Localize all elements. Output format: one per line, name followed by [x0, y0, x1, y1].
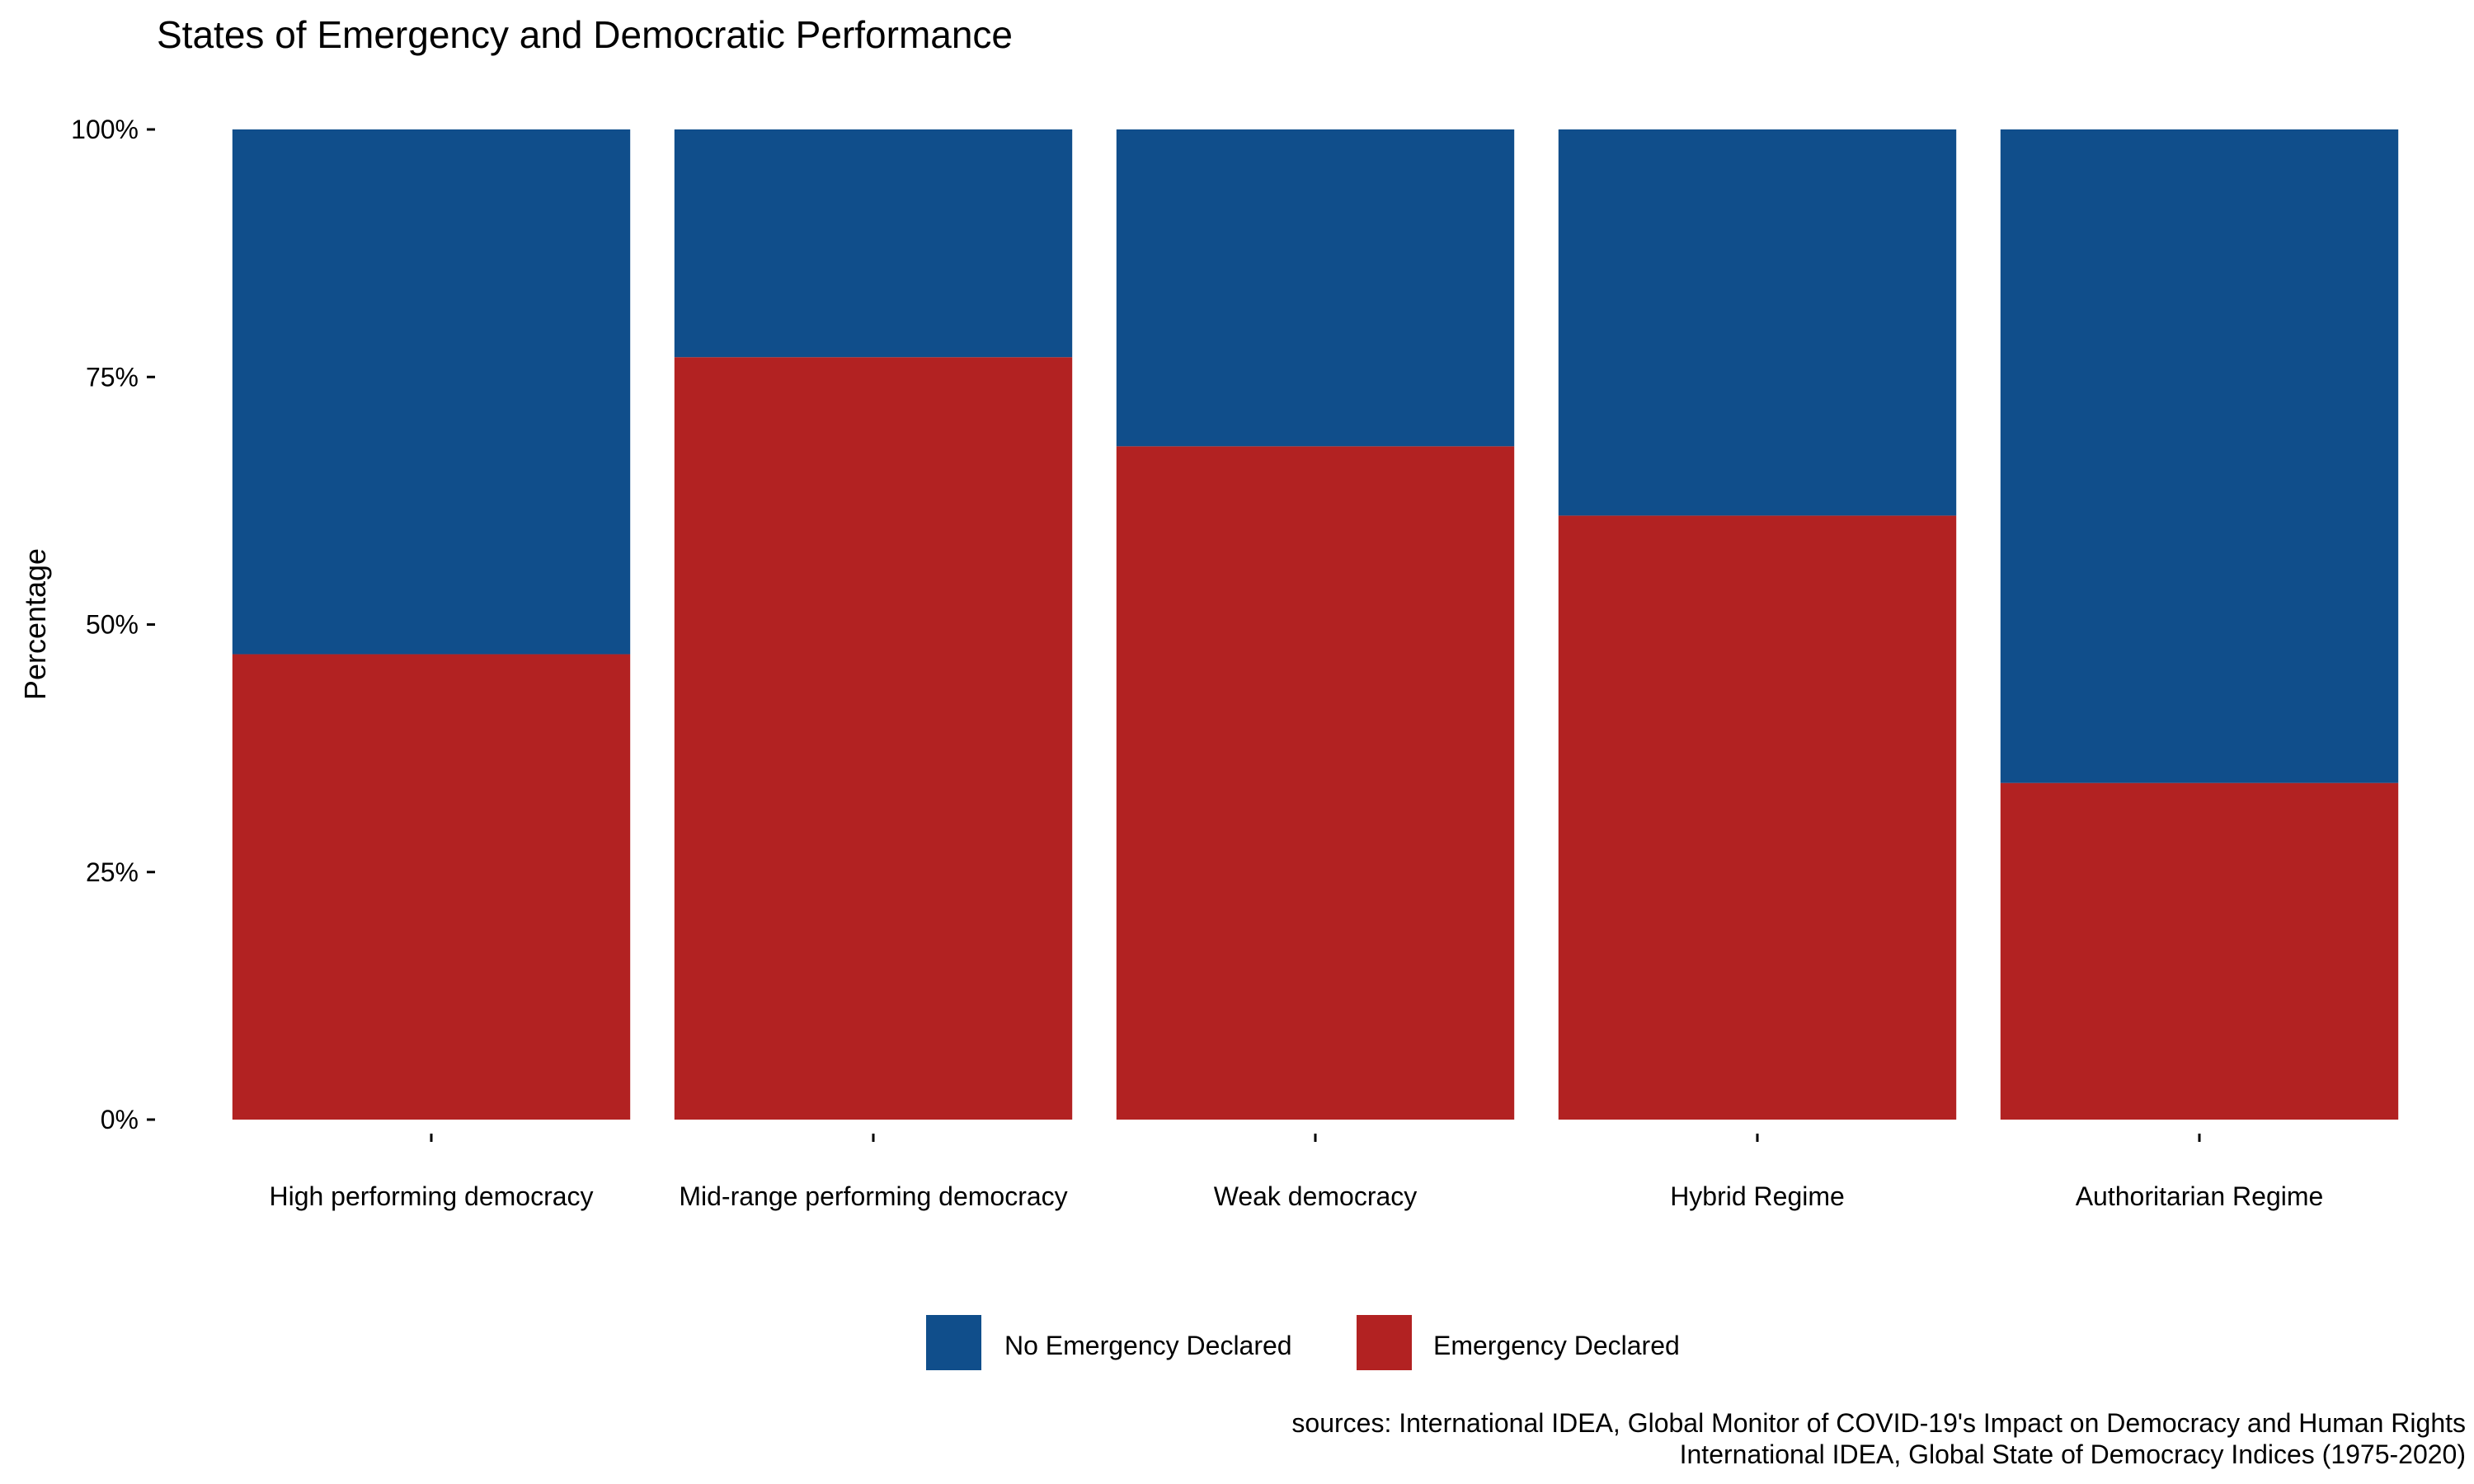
y-tick-label: 50%	[86, 610, 139, 640]
x-tick-label: Hybrid Regime	[1670, 1181, 1845, 1211]
bar-emergency	[2000, 782, 2399, 1120]
x-tick-label: Authoritarian Regime	[2076, 1181, 2324, 1211]
legend-swatch-no-emergency	[926, 1315, 981, 1370]
bars	[232, 129, 2399, 1120]
x-axis: High performing democracy Mid-range perfo…	[269, 1134, 2323, 1211]
bar-no-emergency	[2000, 129, 2399, 783]
y-tick-label: 75%	[86, 362, 139, 392]
y-tick-label: 100%	[71, 115, 139, 144]
chart-title: States of Emergency and Democratic Perfo…	[157, 13, 1013, 56]
bar-no-emergency	[1558, 129, 1957, 516]
bar-emergency	[232, 654, 631, 1120]
legend-label-emergency: Emergency Declared	[1433, 1331, 1680, 1360]
bar-no-emergency	[1116, 129, 1515, 447]
caption-line-1: sources: International IDEA, Global Moni…	[1291, 1408, 2466, 1438]
y-tick-label: 25%	[86, 857, 139, 887]
x-tick-label: High performing democracy	[269, 1181, 593, 1211]
legend-label-no-emergency: No Emergency Declared	[1004, 1331, 1292, 1360]
y-axis: 0% 25% 50% 75% 100%	[71, 115, 155, 1134]
bar-emergency	[674, 357, 1073, 1120]
y-axis-title: Percentage	[18, 548, 52, 700]
bar-no-emergency	[232, 129, 631, 655]
x-tick-label: Mid-range performing democracy	[679, 1181, 1067, 1211]
bar-emergency	[1558, 515, 1957, 1120]
bar-no-emergency	[674, 129, 1073, 358]
bar-emergency	[1116, 446, 1515, 1120]
legend: No Emergency Declared Emergency Declared	[926, 1315, 1680, 1370]
x-tick-label: Weak democracy	[1214, 1181, 1418, 1211]
caption-line-2: International IDEA, Global State of Demo…	[1680, 1439, 2466, 1469]
y-tick-label: 0%	[101, 1105, 139, 1134]
legend-swatch-emergency	[1357, 1315, 1412, 1370]
